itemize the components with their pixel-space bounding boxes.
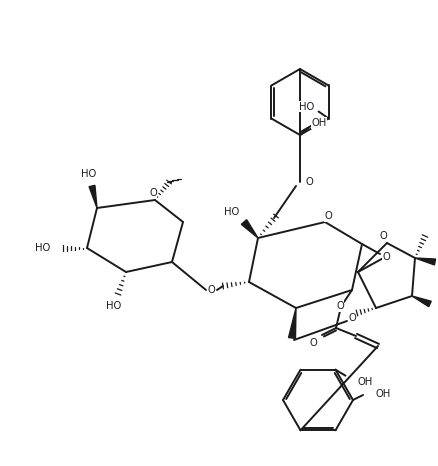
- Text: O: O: [382, 252, 390, 262]
- Polygon shape: [89, 185, 97, 208]
- Text: O: O: [348, 313, 356, 323]
- Text: HO: HO: [106, 301, 122, 311]
- Text: O: O: [207, 285, 215, 295]
- Text: O: O: [336, 301, 344, 311]
- Text: O: O: [309, 338, 317, 348]
- Text: HO: HO: [35, 243, 51, 253]
- Text: HO: HO: [81, 169, 97, 179]
- Text: HO: HO: [299, 102, 314, 111]
- Text: O: O: [149, 188, 157, 198]
- Polygon shape: [241, 219, 258, 238]
- Text: OH: OH: [311, 118, 327, 128]
- Text: O: O: [379, 231, 387, 241]
- Text: O: O: [305, 177, 313, 187]
- Text: HO: HO: [224, 207, 240, 217]
- Text: O: O: [324, 211, 332, 221]
- Polygon shape: [412, 296, 431, 307]
- Polygon shape: [415, 258, 435, 265]
- Text: OH: OH: [357, 377, 373, 387]
- Text: OH: OH: [375, 389, 390, 399]
- Polygon shape: [289, 308, 296, 338]
